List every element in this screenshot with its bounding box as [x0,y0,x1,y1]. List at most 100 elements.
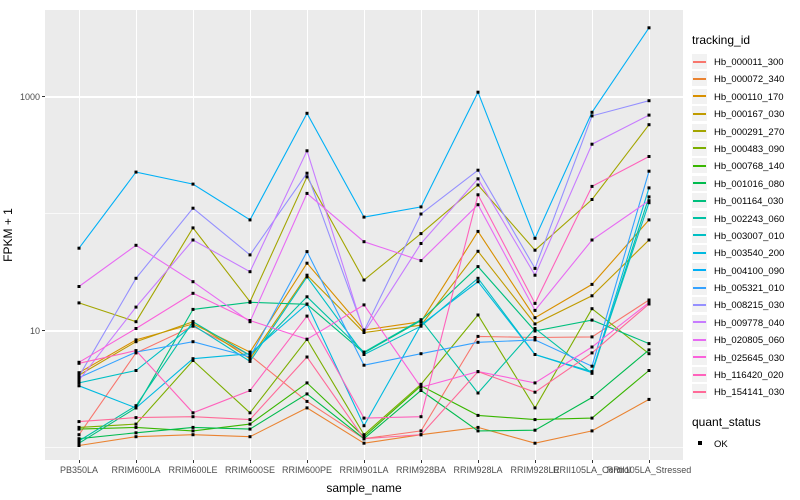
data-point [248,357,252,361]
data-point [419,318,423,322]
data-point [248,389,252,392]
data-point [647,369,651,372]
legend-item-label: Hb_001016_080 [714,178,785,190]
x-tick-label: RRIM928BA [395,465,447,475]
data-point [647,201,651,205]
data-point [590,364,594,368]
legend-key-icon [692,193,707,209]
data-point [533,308,537,312]
data-point [77,301,81,305]
legend-item-Hb_008215_030: Hb_008215_030 [692,296,798,313]
data-point [476,229,480,233]
legend-item-label: Hb_000072_340 [714,74,785,86]
legend-key-icon [692,314,707,330]
legend-item-Hb_002243_060: Hb_002243_060 [692,210,798,227]
legend-item-ok: OK [692,435,798,452]
x-tick-label: RRIM600PE [281,465,333,475]
data-point [419,433,423,437]
data-point [419,385,423,389]
legend-key-icon [692,297,707,313]
data-point [647,298,651,302]
legend-item-label: Hb_020805_060 [714,335,785,347]
data-point [647,186,651,190]
x-tick-label: RRIM928LA [453,465,503,475]
data-point [305,191,309,195]
x-tick-mark [535,460,536,463]
data-point [305,399,309,403]
legend-key-icon [692,123,707,139]
legend-item-label: Hb_000110_170 [714,91,784,103]
legend-key-icon [692,54,707,69]
y-axis-title: FPKM + 1 [1,208,15,262]
data-point [134,340,138,344]
data-point [77,433,81,437]
data-point [533,406,537,410]
data-point [191,359,195,362]
data-point [248,270,252,274]
data-point [590,184,594,188]
data-point [305,149,309,153]
data-point [77,441,81,445]
data-point [590,318,594,322]
legend-item-Hb_000110_170: Hb_000110_170 [692,88,798,105]
data-point [647,238,651,242]
legend-item-Hb_005321_010: Hb_005321_010 [692,279,798,296]
x-tick-label: RRIM600SE [224,465,276,475]
data-point [77,378,81,382]
data-point [77,384,81,388]
legend-item-Hb_009778_040: Hb_009778_040 [692,314,798,331]
gridline-vertical [79,10,80,460]
data-point [647,352,651,356]
series-line-Hb_020805_060 [78,192,650,323]
data-point [533,428,537,432]
data-point [248,359,252,363]
data-point [476,177,480,181]
data-point [362,215,366,219]
data-point [191,226,195,230]
legend-item-Hb_116420_020: Hb_116420_020 [692,366,798,383]
data-point [533,322,537,326]
legend-item-Hb_003007_010: Hb_003007_010 [692,227,798,244]
data-point [248,427,252,431]
data-point [191,291,195,295]
data-point [191,182,195,186]
data-point [533,316,537,320]
data-point [647,199,651,203]
series-plot [77,26,651,447]
data-point [248,411,252,415]
data-point [248,253,252,257]
gridline-vertical [136,10,137,460]
data-point [476,183,480,187]
data-point [305,295,309,299]
x-tick-mark [193,460,194,463]
legend-item-Hb_025645_030: Hb_025645_030 [692,349,798,366]
data-point [590,198,594,201]
legend-title-quant-status: quant_status [692,414,761,429]
data-point [476,340,480,344]
data-point [533,236,537,240]
data-point [77,285,81,288]
data-point [191,425,195,429]
data-point [134,243,138,247]
data-point [77,444,81,447]
legend-item-label: Hb_003540_200 [714,248,785,260]
data-point [647,113,651,117]
data-point [590,371,594,375]
x-tick-mark [478,460,479,463]
legend-item-label: Hb_000011_300 [714,57,784,68]
x-tick-label: RRII105LA_Stressed [606,465,692,475]
data-point [134,305,138,309]
data-point [590,351,594,355]
data-point [647,195,651,199]
gridline-vertical [193,10,194,460]
legend-item-label: OK [714,438,728,450]
data-point [305,275,309,279]
series-line-Hb_002243_060 [78,196,650,442]
data-point [191,323,195,327]
data-point [476,370,480,374]
data-point [191,206,195,210]
data-point [134,406,138,410]
data-point [476,249,480,253]
data-point [419,232,423,236]
